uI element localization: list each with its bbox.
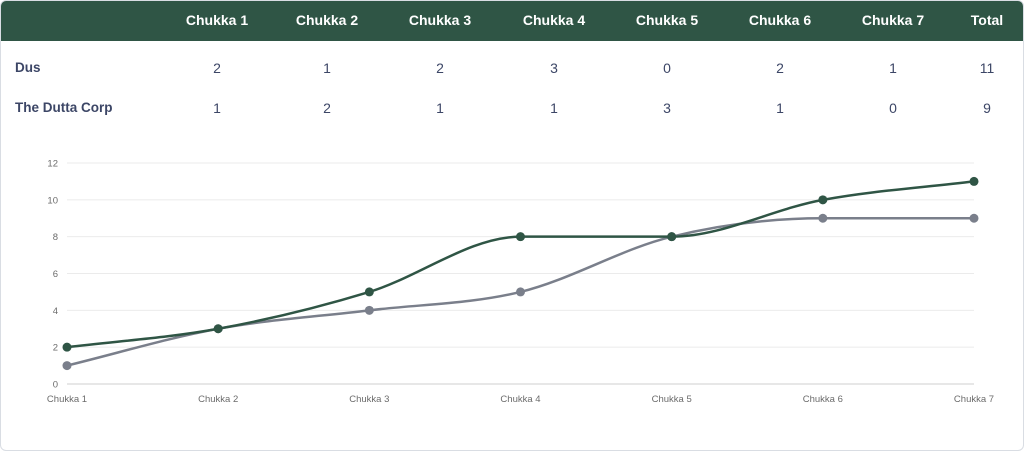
score-cell: 0 bbox=[663, 60, 671, 76]
x-tick-label: Chukka 5 bbox=[652, 394, 692, 405]
table-row: Dus 2 1 2 3 0 2 1 11 bbox=[1, 48, 1023, 88]
table-row: The Dutta Corp 1 2 1 1 3 1 0 9 bbox=[1, 88, 1023, 128]
team-name: The Dutta Corp bbox=[15, 100, 113, 115]
total-cell: 11 bbox=[979, 60, 995, 76]
x-tick-label: Chukka 6 bbox=[803, 394, 843, 405]
x-tick-label: Chukka 7 bbox=[954, 394, 994, 405]
score-cell: 2 bbox=[776, 60, 784, 76]
column-header: Chukka 2 bbox=[295, 12, 359, 28]
column-header: Chukka 1 bbox=[185, 12, 249, 28]
table-header: Chukka 1 Chukka 2 Chukka 3 Chukka 4 Chuk… bbox=[1, 1, 1023, 41]
data-point bbox=[364, 305, 374, 315]
data-point bbox=[62, 342, 72, 352]
x-tick-label: Chukka 2 bbox=[198, 394, 238, 405]
score-cell: 1 bbox=[213, 100, 221, 116]
score-cell: 1 bbox=[776, 100, 784, 116]
data-point bbox=[364, 287, 374, 297]
data-point bbox=[818, 195, 828, 205]
data-point bbox=[969, 213, 979, 223]
score-cell: 3 bbox=[550, 60, 558, 76]
x-tick-label: Chukka 3 bbox=[349, 394, 389, 405]
column-header: Chukka 3 bbox=[408, 12, 472, 28]
score-cell: 2 bbox=[436, 60, 444, 76]
data-point bbox=[516, 287, 525, 297]
score-cell: 1 bbox=[436, 100, 444, 116]
data-point bbox=[213, 324, 223, 334]
y-axis: 0 2 4 6 8 10 12 bbox=[47, 159, 58, 391]
x-tick-label: Chukka 4 bbox=[500, 394, 540, 405]
data-point bbox=[818, 213, 828, 223]
team-name: Dus bbox=[15, 60, 41, 75]
column-header: Chukka 4 bbox=[522, 12, 586, 28]
data-point bbox=[62, 361, 72, 371]
y-tick-label: 12 bbox=[47, 159, 58, 170]
y-tick-label: 10 bbox=[47, 195, 58, 206]
score-cell: 2 bbox=[213, 60, 221, 76]
score-cell: 1 bbox=[889, 60, 897, 76]
column-header: Chukka 5 bbox=[635, 12, 699, 28]
score-cell: 1 bbox=[323, 60, 331, 76]
x-tick-label: Chukka 1 bbox=[47, 394, 87, 405]
score-cell: 1 bbox=[550, 100, 558, 116]
y-tick-label: 8 bbox=[53, 232, 58, 243]
series-line bbox=[66, 180, 975, 349]
column-header: Chukka 6 bbox=[748, 12, 812, 28]
y-tick-label: 6 bbox=[53, 269, 58, 280]
data-point bbox=[516, 232, 525, 242]
chart-series bbox=[62, 176, 979, 371]
data-point bbox=[969, 176, 979, 186]
y-tick-label: 2 bbox=[53, 343, 58, 354]
column-header-total: Total bbox=[970, 12, 1004, 28]
column-header: Chukka 7 bbox=[861, 12, 925, 28]
data-point bbox=[667, 232, 677, 242]
score-cell: 0 bbox=[889, 100, 897, 116]
y-tick-label: 4 bbox=[53, 306, 58, 317]
y-tick-label: 0 bbox=[53, 380, 58, 391]
total-cell: 9 bbox=[983, 100, 991, 116]
score-cell: 3 bbox=[663, 100, 671, 116]
x-axis: Chukka 1 Chukka 2 Chukka 3 Chukka 4 Chukka 5… bbox=[47, 394, 994, 405]
score-cell: 2 bbox=[323, 100, 331, 116]
